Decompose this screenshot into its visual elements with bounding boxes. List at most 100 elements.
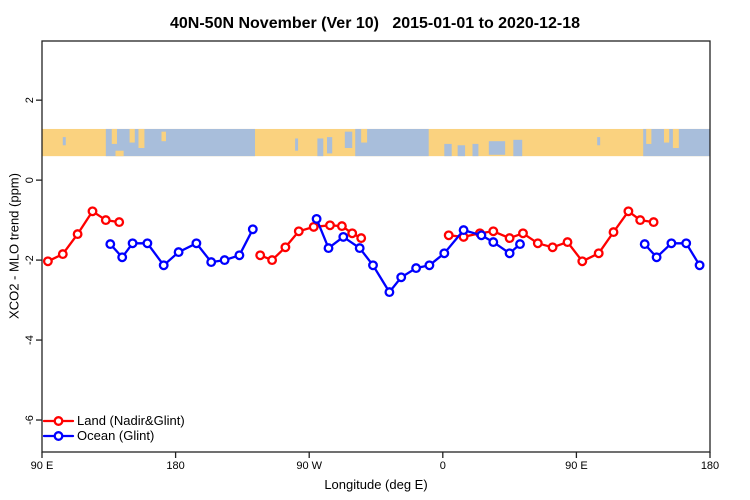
map-band-island-patch [138, 128, 145, 148]
ocean-series-marker [504, 248, 515, 259]
ocean-series-marker [368, 260, 378, 271]
x-tick-label: 90 E [31, 460, 54, 472]
map-band-ocean-segment [105, 128, 256, 157]
y-tick-label: 2 [24, 97, 36, 103]
map-band-sea-patch [344, 131, 353, 148]
land-series-marker [100, 215, 111, 226]
ocean-series-marker [191, 238, 202, 249]
land-series-marker [593, 248, 604, 259]
land-series-marker [347, 228, 358, 239]
x-axis-title: Longitude (deg E) [324, 477, 428, 492]
ocean-series-marker [384, 287, 395, 298]
land-series-marker [255, 250, 266, 261]
land-series-marker [267, 255, 278, 266]
ocean-series-marker [694, 260, 705, 271]
land-series-marker [308, 221, 319, 232]
map-band-sea-patch [513, 139, 523, 157]
land-series-marker [518, 228, 528, 239]
ocean-series-marker [117, 252, 128, 263]
map-band-island-patch [161, 131, 166, 142]
land-series-marker [635, 215, 646, 226]
ocean-series-marker [515, 239, 525, 250]
map-band-sea-patch [317, 138, 324, 157]
map-band-sea-patch [472, 143, 479, 157]
chart-title: 40N-50N November (Ver 10) 2015-01-01 to … [170, 15, 580, 32]
ocean-series-marker [639, 239, 650, 250]
map-band-island-patch [115, 150, 124, 157]
land-series-marker [87, 206, 98, 217]
map-band-sea-patch [327, 137, 333, 154]
ocean-series-marker [127, 238, 138, 249]
land-series-marker [293, 226, 304, 237]
map-band-sea-patch [597, 137, 601, 146]
land-series-marker [356, 233, 367, 244]
legend-label-ocean: Ocean (Glint) [77, 428, 155, 443]
land-series-marker [114, 217, 125, 228]
land-series-marker [42, 256, 53, 267]
land-series-marker [608, 227, 619, 238]
map-band-island-patch [663, 128, 670, 143]
land-series-marker [280, 242, 291, 253]
x-tick-label: 90 W [296, 460, 322, 472]
ocean-series-marker [105, 239, 116, 250]
ocean-series-marker [234, 250, 245, 261]
legend-marker-sample [53, 416, 64, 426]
land-series-marker [336, 221, 347, 232]
legend-label-land: Land (Nadir&Glint) [77, 413, 185, 428]
ocean-series-marker [396, 272, 407, 283]
y-tick-label: 0 [24, 177, 36, 183]
ocean-series-marker [323, 243, 334, 254]
x-tick-label: 0 [440, 460, 446, 472]
ocean-series-marker [681, 238, 692, 249]
land-series-marker [562, 237, 573, 248]
land-series-marker [504, 233, 515, 244]
ocean-series-marker [354, 243, 365, 254]
ocean-series-marker [219, 255, 230, 266]
ocean-series-marker [651, 252, 662, 263]
ocean-series-marker [424, 260, 435, 271]
land-series-marker [623, 206, 634, 217]
land-series-marker [72, 229, 83, 240]
map-band-island-patch [129, 128, 135, 143]
map-band-sea-patch [62, 137, 66, 146]
ocean-series-marker [411, 263, 422, 274]
ocean-series-marker [206, 257, 217, 268]
map-band-sea-patch [444, 143, 452, 157]
ocean-series-marker [476, 230, 487, 241]
land-series-marker [443, 230, 454, 241]
map-band-sea-patch [488, 141, 506, 155]
land-series-marker [547, 242, 558, 253]
land-series-marker [648, 217, 659, 228]
land-series-marker [57, 249, 68, 260]
ocean-series-marker [247, 224, 258, 235]
ocean-series-marker [142, 238, 153, 249]
map-band-sea-patch [295, 138, 299, 151]
land-series-marker [532, 238, 543, 249]
plot-frame [41, 40, 711, 453]
map-band-island-patch [111, 128, 117, 144]
ocean-series-marker [338, 231, 349, 242]
y-tick-label: -4 [24, 335, 36, 345]
ocean-series-marker [458, 225, 469, 236]
ocean-series-marker [158, 260, 169, 271]
land-series-marker [577, 256, 588, 267]
map-band-island-patch [361, 128, 368, 143]
ocean-series-marker [488, 237, 499, 248]
x-tick-label: 90 E [565, 460, 588, 472]
land-series-marker [488, 226, 499, 237]
y-tick-label: -6 [24, 415, 36, 425]
map-band-ocean-segment [355, 128, 429, 157]
ocean-series-marker [439, 248, 450, 259]
x-tick-label: 180 [701, 460, 719, 472]
map-band-sea-patch [457, 145, 466, 157]
map-band-island-patch [672, 128, 679, 148]
ocean-series-marker [666, 238, 677, 249]
y-tick-label: -2 [24, 255, 36, 265]
land-series-marker [325, 220, 335, 231]
map-band-island-patch [646, 128, 652, 144]
ocean-series-marker [311, 213, 322, 224]
x-tick-label: 180 [166, 460, 184, 472]
y-axis-title: XCO2 - MLO trend (ppm) [6, 173, 22, 319]
